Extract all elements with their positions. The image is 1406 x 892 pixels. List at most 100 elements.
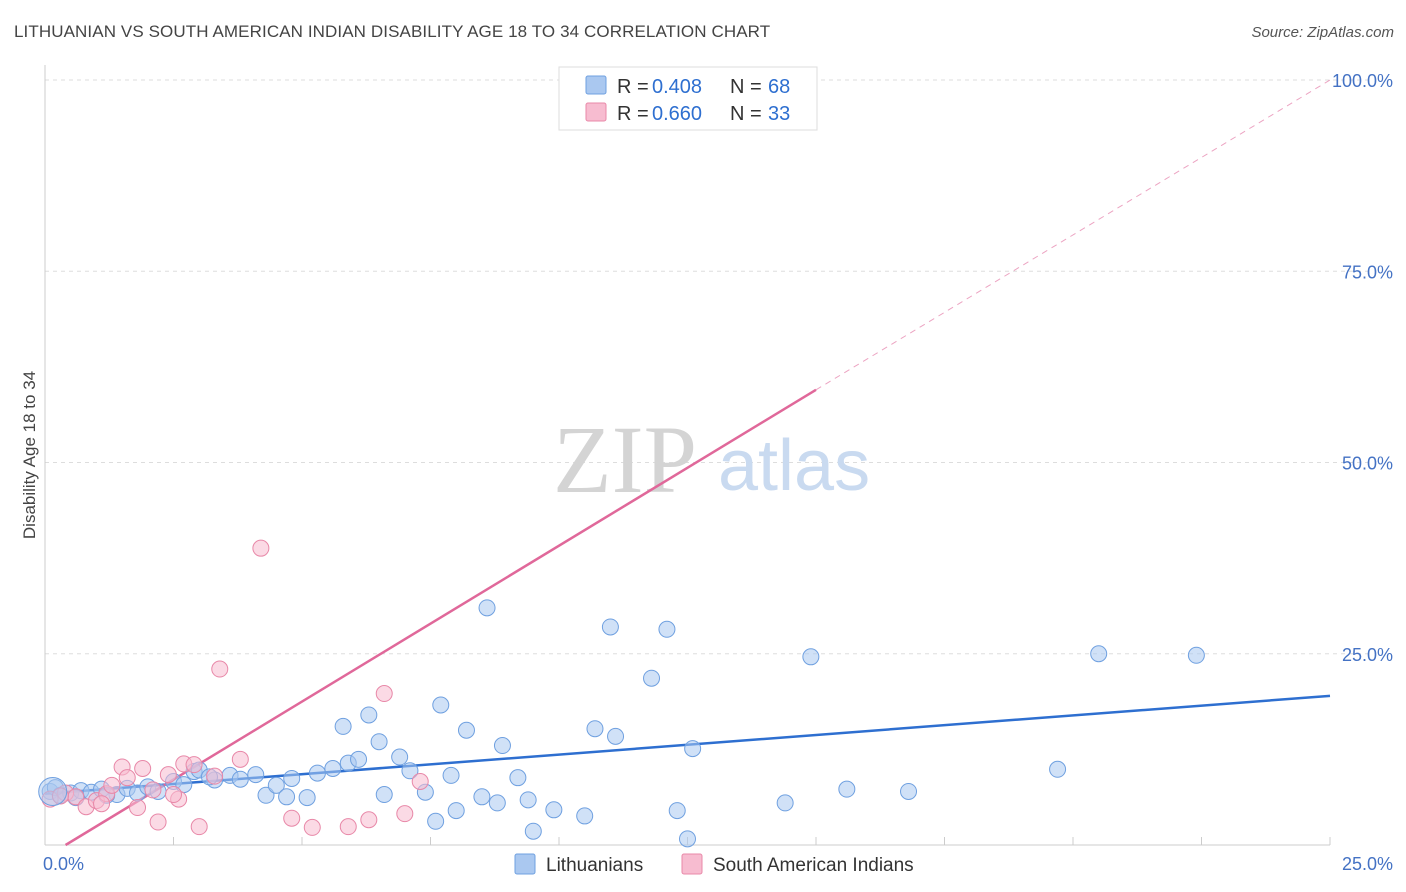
point-1-11 — [144, 781, 162, 799]
point-1-20 — [231, 750, 249, 768]
point-0-49 — [586, 720, 604, 738]
point-0-39 — [457, 721, 475, 739]
point-0-54 — [668, 802, 686, 820]
point-1-21 — [252, 539, 270, 557]
y-tick-label-0: 25.0% — [1342, 645, 1393, 665]
point-1-10 — [134, 760, 152, 777]
point-1-23 — [303, 818, 321, 836]
point-0-35 — [427, 812, 445, 830]
series-legend: Lithuanians South American Indians — [514, 853, 914, 876]
point-0-56 — [679, 830, 696, 848]
y-axis-label: Disability Age 18 to 34 — [20, 371, 39, 539]
series-legend-swatch-south-american-indians — [681, 853, 703, 875]
point-0-19 — [257, 786, 275, 804]
trend-line-extension-1 — [815, 79, 1331, 391]
point-0-63 — [1187, 646, 1205, 664]
point-0-53 — [658, 620, 676, 638]
chart-title: LITHUANIAN VS SOUTH AMERICAN INDIAN DISA… — [14, 22, 771, 41]
watermark-atlas: atlas — [718, 426, 870, 506]
data-points — [38, 71, 1205, 848]
point-0-40 — [473, 788, 491, 806]
legend-r-label-1: R = — [617, 103, 649, 125]
point-0-32 — [391, 748, 409, 766]
legend-n-value-1: 33 — [768, 103, 790, 125]
point-1-8 — [118, 769, 136, 787]
legend-swatch-south-american-indians — [585, 102, 607, 122]
y-tick-label-1: 50.0% — [1342, 454, 1393, 474]
point-cluster-origin — [38, 776, 68, 806]
point-0-42 — [478, 599, 496, 617]
point-1-32 — [165, 786, 182, 804]
point-0-29 — [360, 706, 378, 724]
point-0-59 — [838, 780, 856, 798]
x-tick-label-1: 25.0% — [1342, 854, 1393, 874]
point-0-50 — [601, 618, 619, 636]
point-0-62 — [1090, 645, 1108, 663]
point-0-45 — [519, 791, 537, 809]
point-0-41 — [488, 794, 506, 812]
point-1-24 — [339, 818, 357, 836]
point-0-51 — [607, 727, 625, 745]
legend-n-label-0: N = — [730, 76, 762, 98]
point-1-19 — [211, 660, 229, 678]
series-legend-label-lithuanians: Lithuanians — [546, 855, 643, 876]
watermark-zip: ZIP — [553, 406, 697, 513]
point-0-57 — [776, 794, 794, 812]
point-0-44 — [509, 769, 527, 787]
gridlines — [45, 79, 1370, 655]
point-1-12 — [149, 813, 167, 831]
point-0-46 — [524, 822, 542, 840]
point-0-21 — [278, 788, 296, 806]
point-1-31 — [93, 795, 111, 813]
point-1-9 — [129, 799, 147, 817]
point-0-17 — [231, 770, 249, 788]
watermark: ZIP atlas — [553, 406, 870, 513]
legend-n-value-0: 68 — [768, 76, 790, 98]
point-0-55 — [684, 740, 702, 758]
series-legend-label-south-american-indians: South American Indians — [713, 855, 914, 876]
series-legend-swatch-lithuanians — [514, 853, 536, 875]
point-0-58 — [802, 648, 820, 666]
point-0-43 — [493, 737, 511, 755]
point-0-30 — [370, 733, 388, 751]
point-0-25 — [324, 760, 342, 777]
point-0-28 — [350, 750, 368, 768]
legend-n-label-1: N = — [730, 103, 762, 125]
point-1-16 — [190, 818, 208, 836]
point-0-31 — [375, 786, 393, 804]
x-tick-label-0: 0.0% — [43, 854, 84, 874]
y-tick-label-2: 75.0% — [1342, 262, 1393, 282]
point-0-37 — [442, 766, 460, 784]
legend-r-value-0: 0.408 — [652, 76, 702, 98]
stats-legend: R = 0.408 N = 68 R = 0.660 N = 33 — [558, 66, 818, 131]
point-0-61 — [1049, 760, 1067, 778]
y-tick-label-3: 100.0% — [1332, 71, 1393, 91]
point-1-18 — [206, 767, 224, 785]
point-1-22 — [283, 809, 301, 827]
chart-source: Source: ZipAtlas.com — [1251, 24, 1394, 41]
tick-labels: 25.0% 50.0% 75.0% 100.0% 0.0% 25.0% — [43, 71, 1393, 874]
point-0-33 — [401, 762, 419, 780]
point-0-52 — [643, 669, 661, 687]
point-1-25 — [360, 811, 378, 829]
point-0-38 — [447, 802, 465, 820]
point-1-26 — [375, 685, 393, 703]
point-0-47 — [545, 801, 563, 819]
point-1-6 — [103, 776, 121, 794]
point-0-18 — [247, 766, 265, 784]
point-0-36 — [432, 696, 450, 714]
point-1-13 — [159, 766, 177, 784]
point-0-23 — [298, 789, 316, 807]
point-0-22 — [283, 769, 301, 787]
point-0-24 — [308, 764, 326, 782]
point-0-27 — [334, 717, 352, 735]
legend-r-value-1: 0.660 — [652, 103, 702, 125]
legend-r-label-0: R = — [617, 76, 649, 98]
point-0-60 — [900, 782, 918, 800]
legend-swatch-lithuanians — [585, 75, 607, 95]
point-1-27 — [396, 805, 414, 823]
point-0-20 — [267, 776, 285, 794]
point-1-17 — [185, 756, 203, 774]
point-1-28 — [411, 773, 429, 791]
